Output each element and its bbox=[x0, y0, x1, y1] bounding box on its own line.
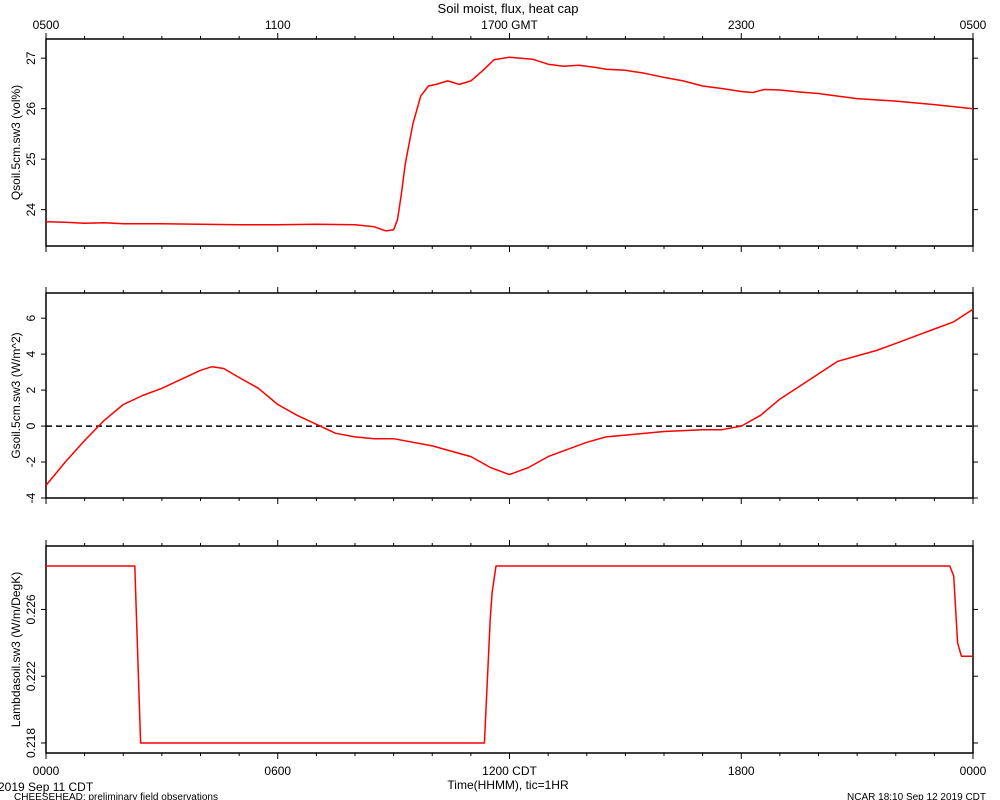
footer-date: 2019 Sep 11 CDT bbox=[0, 780, 94, 794]
series-line bbox=[46, 565, 973, 744]
top-tick-label: 1700 GMT bbox=[481, 18, 538, 32]
y-axis-label: Qsoil.5cm.sw3 (vol%) bbox=[9, 85, 23, 200]
y-tick-label: -2 bbox=[24, 456, 38, 467]
y-tick-label: 4 bbox=[24, 350, 38, 357]
top-tick-label: 2300 bbox=[728, 18, 755, 32]
y-tick-label: 0.222 bbox=[24, 661, 38, 691]
plot-frame bbox=[45, 38, 974, 247]
footer-stamp: NCAR 18:10 Sep 12 2019 CDT bbox=[847, 792, 986, 800]
y-axis-label: Lambdasoil.sw3 (W/m/DegK) bbox=[9, 572, 23, 727]
y-tick-label: 24 bbox=[24, 203, 38, 217]
bottom-tick-label: 0000 bbox=[960, 764, 987, 778]
plot-frame bbox=[45, 545, 974, 754]
panel-1: 24 25 26 27 Qsoil.5cm.sw3 (vol%) bbox=[9, 33, 978, 252]
top-tick-label: 0500 bbox=[960, 18, 987, 32]
y-tick-label: 6 bbox=[24, 315, 38, 322]
y-axis-label: Gsoil.5cm.sw3 (W/m^2) bbox=[9, 332, 23, 458]
chart-title: Soil moist, flux, heat cap bbox=[438, 1, 579, 16]
bottom-tick-label: 0000 bbox=[33, 764, 60, 778]
y-tick-label: 27 bbox=[24, 51, 38, 65]
plot-frame bbox=[45, 292, 974, 499]
top-tick-label: 0500 bbox=[33, 18, 60, 32]
bottom-tick-label: 1800 bbox=[728, 764, 755, 778]
y-tick-label: 2 bbox=[24, 386, 38, 393]
y-tick-label: -4 bbox=[24, 492, 38, 503]
footer-project: CHEESEHEAD: preliminary field observatio… bbox=[14, 792, 218, 800]
y-tick-label: 26 bbox=[24, 102, 38, 116]
series-line bbox=[45, 308, 974, 486]
panel-2: -4 -2 0 2 4 6 Gsoil.5cm.sw3 (W/m^2) bbox=[9, 287, 978, 504]
y-tick-label: 25 bbox=[24, 152, 38, 166]
y-tick-label: 0.218 bbox=[24, 728, 38, 758]
bottom-tick-label: 0600 bbox=[264, 764, 291, 778]
y-tick-label: 0 bbox=[24, 422, 38, 429]
top-tick-label: 1100 bbox=[265, 18, 291, 32]
bottom-tick-label: 1200 CDT bbox=[482, 764, 537, 778]
x-axis-label: Time(HHMM), tic=1HR bbox=[447, 778, 569, 792]
series-line bbox=[45, 56, 974, 232]
y-tick-label: 0.226 bbox=[24, 594, 38, 624]
